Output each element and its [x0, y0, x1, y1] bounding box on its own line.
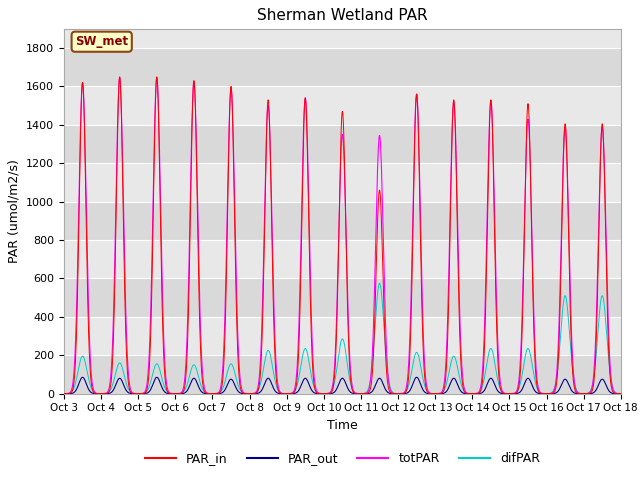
Text: SW_met: SW_met — [75, 35, 128, 48]
Bar — [64, 278, 621, 317]
Title: Sherman Wetland PAR: Sherman Wetland PAR — [257, 9, 428, 24]
Bar — [64, 48, 621, 86]
Bar — [64, 202, 621, 240]
Bar — [64, 355, 621, 394]
Bar — [64, 125, 621, 163]
Legend: PAR_in, PAR_out, totPAR, difPAR: PAR_in, PAR_out, totPAR, difPAR — [140, 447, 545, 470]
X-axis label: Time: Time — [327, 419, 358, 432]
Y-axis label: PAR (umol/m2/s): PAR (umol/m2/s) — [8, 159, 20, 263]
